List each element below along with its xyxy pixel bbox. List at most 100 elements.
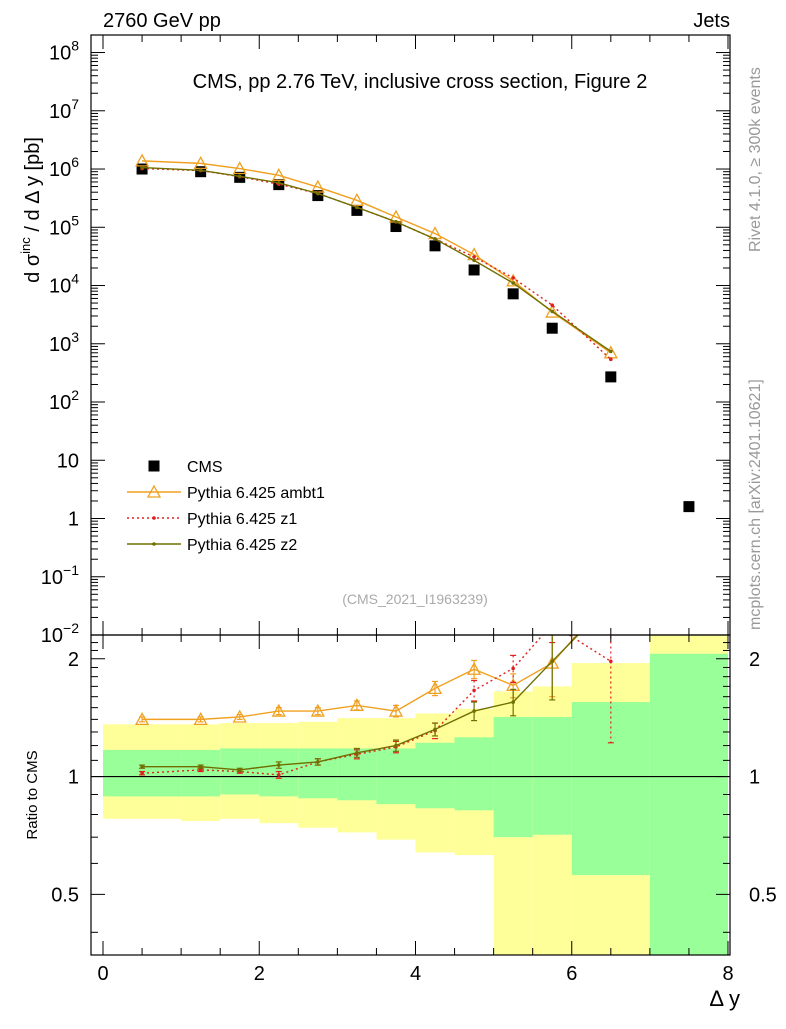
main-y-label-part1: d σ bbox=[22, 253, 44, 283]
z2-point bbox=[511, 281, 515, 285]
z2-point bbox=[472, 709, 476, 713]
z1-point bbox=[550, 303, 555, 307]
z1-point bbox=[609, 357, 613, 362]
z2-point bbox=[316, 191, 320, 196]
z2-point bbox=[355, 751, 359, 755]
ratio-y-axis-label: Ratio to CMS bbox=[24, 750, 41, 839]
ambt1-point bbox=[232, 709, 247, 723]
tick-label-exponent: 7 bbox=[71, 96, 79, 112]
tick-label-base: 10 bbox=[49, 159, 71, 181]
z2-point bbox=[237, 174, 242, 179]
pythia-6-425-z2-ratio-line bbox=[142, 635, 580, 771]
z1-point bbox=[511, 666, 515, 671]
cms-data-point bbox=[683, 501, 695, 513]
plot-title: CMS, pp 2.76 TeV, inclusive cross sectio… bbox=[193, 71, 648, 93]
ratio-y-tick-label-left: 0.5 bbox=[51, 884, 79, 906]
tick-label-base: 10 bbox=[49, 43, 71, 65]
main-y-label-part2: / d Δ y [pb] bbox=[22, 137, 44, 237]
main-y-tick-label: 10−1 bbox=[41, 562, 79, 589]
ambt1-point bbox=[427, 681, 443, 695]
band-inner bbox=[571, 702, 650, 876]
z2-point bbox=[394, 743, 398, 748]
legend-label: Pythia 6.425 z2 bbox=[187, 537, 297, 554]
legend-label: Pythia 6.425 ambt1 bbox=[187, 485, 325, 502]
cms-data-point bbox=[390, 221, 402, 233]
z2-point bbox=[433, 237, 437, 241]
z2-point bbox=[152, 542, 156, 546]
pythia-6-425-z2-main-line bbox=[142, 166, 612, 352]
ambt1-point bbox=[310, 703, 325, 717]
ambt1-point bbox=[388, 703, 404, 717]
tick-label-base: 10 bbox=[41, 567, 63, 589]
cms-data-point bbox=[312, 190, 324, 202]
ambt1-point bbox=[232, 161, 247, 175]
tick-label-base: 10 bbox=[49, 392, 71, 414]
main-y-tick-label: 103 bbox=[49, 329, 79, 356]
legend-item-pythia-6-425-z2: Pythia 6.425 z2 bbox=[127, 537, 297, 554]
z2-point bbox=[276, 181, 281, 185]
ratio-series-group bbox=[134, 590, 617, 779]
x-tick-label: 0 bbox=[97, 963, 108, 985]
legend-item-pythia-6-425-z1: Pythia 6.425 z1 bbox=[127, 511, 297, 528]
ratio-y-tick-label-right: 0.5 bbox=[749, 884, 777, 906]
ambt1-point bbox=[193, 156, 208, 170]
tick-label-exponent: 2 bbox=[71, 387, 79, 403]
legend-item-pythia-6-425-ambt1: Pythia 6.425 ambt1 bbox=[127, 484, 325, 502]
tick-label-exponent: 8 bbox=[71, 38, 79, 54]
main-y-tick-label: 108 bbox=[49, 38, 79, 65]
pythia-6-425-ambt1-ratio-line bbox=[142, 635, 578, 721]
z1-point bbox=[276, 773, 281, 777]
cms-data-point bbox=[468, 264, 480, 276]
main-y-tick-label: 10−2 bbox=[41, 620, 79, 647]
pythia-6-425-z1-main-line bbox=[142, 167, 612, 360]
z1-point bbox=[550, 622, 554, 626]
cms-data-point bbox=[351, 204, 363, 216]
z2-point bbox=[609, 600, 613, 604]
main-y-tick-label: 102 bbox=[49, 387, 79, 414]
z1-point bbox=[609, 659, 613, 664]
band-inner bbox=[454, 737, 494, 811]
ambt1-point bbox=[349, 698, 365, 712]
main-y-tick-label: 1 bbox=[68, 509, 79, 531]
tick-label-exponent: −2 bbox=[63, 620, 79, 636]
ambt1-point bbox=[146, 484, 162, 498]
ambt1-point bbox=[193, 712, 208, 726]
ambt1-point bbox=[134, 712, 150, 726]
ratio-y-tick-label-right: 2 bbox=[749, 649, 760, 671]
ratio-plot-frame bbox=[90, 634, 731, 956]
x-tick-label: 8 bbox=[722, 963, 733, 985]
tick-label-exponent: 4 bbox=[71, 271, 79, 287]
ratio-y-tick-label-right: 1 bbox=[749, 767, 760, 789]
z2-point bbox=[198, 764, 203, 769]
x-tick-label: 6 bbox=[566, 963, 577, 985]
ambt1-point bbox=[271, 703, 286, 717]
main-y-tick-label: 105 bbox=[49, 212, 79, 239]
cms-data-point bbox=[148, 460, 160, 472]
z2-point bbox=[276, 763, 281, 767]
pythia-6-425-z1-ratio-line bbox=[142, 635, 612, 776]
legend-label: CMS bbox=[187, 459, 223, 476]
tick-label-base: 10 bbox=[57, 450, 79, 472]
z2-point bbox=[316, 760, 320, 764]
ambt1-point bbox=[466, 661, 482, 675]
z2-point bbox=[433, 727, 437, 732]
band-inner bbox=[181, 749, 221, 797]
x-tick-label: 2 bbox=[254, 963, 265, 985]
ambt1-point bbox=[545, 304, 560, 318]
pythia-6-425-ambt1-main-line bbox=[142, 160, 612, 354]
ratio-y-tick-label-left: 2 bbox=[68, 649, 79, 671]
band-inner bbox=[298, 748, 338, 799]
ambt1-point bbox=[605, 590, 617, 601]
z2-point bbox=[511, 700, 515, 704]
z1-point bbox=[511, 276, 515, 280]
tick-label-base: 10 bbox=[49, 276, 71, 298]
tick-label-exponent: −1 bbox=[63, 562, 79, 578]
ratio-y-tick-label-left: 1 bbox=[68, 767, 79, 789]
main-y-tick-label: 107 bbox=[49, 96, 79, 123]
band-inner bbox=[532, 716, 572, 835]
analysis-id-label: (CMS_2021_I1963239) bbox=[342, 591, 488, 607]
z1-point bbox=[472, 688, 476, 693]
z2-point bbox=[394, 220, 398, 224]
rivet-version-label: Rivet 4.1.0, ≥ 300k events bbox=[747, 67, 764, 252]
